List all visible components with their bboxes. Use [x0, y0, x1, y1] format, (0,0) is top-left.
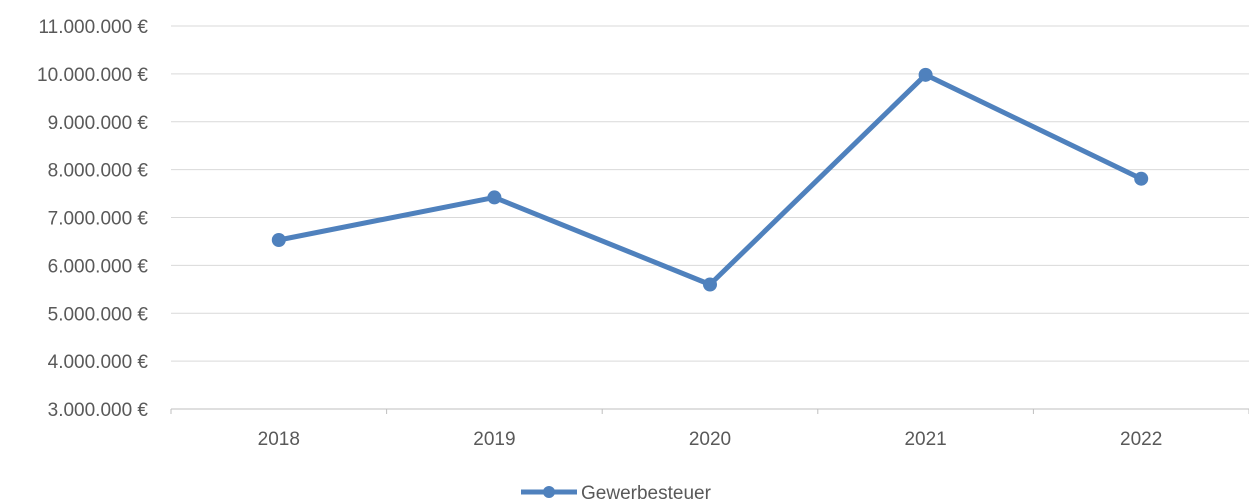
data-point	[703, 277, 717, 292]
y-tick-label: 6.000.000 €	[48, 256, 149, 277]
x-tick-label: 2022	[1120, 429, 1162, 450]
y-tick-label: 3.000.000 €	[48, 400, 149, 421]
y-tick-label: 11.000.000 €	[38, 17, 148, 38]
x-tick-label: 2021	[904, 429, 946, 450]
series-line	[276, 72, 1144, 287]
y-tick-label: 8.000.000 €	[48, 161, 149, 182]
x-axis: 2018 2019 2020 2021 2022	[170, 408, 1249, 450]
series-group	[271, 67, 1149, 292]
legend-marker-swatch	[543, 486, 555, 498]
x-tick-label: 2020	[689, 429, 731, 450]
y-axis-ticks: 3.000.000 € 4.000.000 € 5.000.000 € 6.000.0…	[37, 17, 148, 421]
legend: Gewerbesteuer	[521, 483, 712, 502]
y-tick-label: 5.000.000 €	[48, 304, 149, 325]
x-tick-label: 2019	[473, 429, 515, 450]
y-tick-label: 7.000.000 €	[48, 209, 149, 230]
data-point	[1134, 171, 1149, 186]
legend-label: Gewerbesteuer	[581, 483, 712, 502]
data-point	[271, 233, 286, 248]
y-tick-label: 9.000.000 €	[48, 113, 149, 134]
data-point	[487, 190, 502, 205]
y-tick-label: 4.000.000 €	[48, 352, 149, 373]
gridlines	[171, 25, 1249, 362]
data-point	[918, 67, 933, 82]
x-tick-label: 2018	[258, 429, 300, 450]
y-tick-label: 10.000.000 €	[37, 65, 148, 86]
